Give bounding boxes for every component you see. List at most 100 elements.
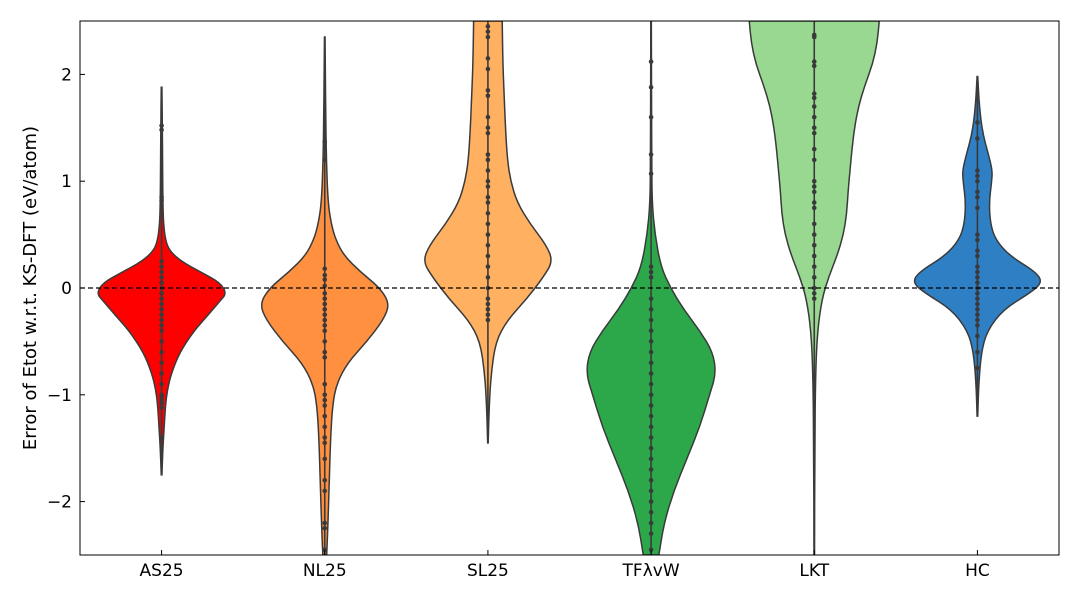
data-point <box>159 291 164 296</box>
data-point <box>322 301 328 307</box>
data-point <box>648 424 654 430</box>
data-point <box>322 424 328 430</box>
data-point <box>975 307 980 312</box>
data-point <box>975 136 980 141</box>
y-axis-label: Error of Etot w.r.t. KS-DFT (eV/atom) <box>20 126 41 450</box>
data-point <box>648 275 654 280</box>
x-tick-label: HC <box>965 561 990 581</box>
data-point <box>485 275 491 280</box>
data-point <box>485 34 491 40</box>
data-point <box>975 280 980 285</box>
data-point <box>648 264 654 269</box>
data-point <box>648 296 654 301</box>
data-point <box>485 152 491 157</box>
data-point <box>975 232 980 237</box>
data-point <box>485 253 491 259</box>
data-point <box>975 323 980 328</box>
data-point <box>485 317 491 323</box>
data-point <box>975 178 980 184</box>
data-point <box>648 467 654 472</box>
data-point <box>811 125 817 131</box>
y-axis-ticks: 2 1 0 −1 −2 <box>47 65 85 513</box>
data-point <box>322 392 328 398</box>
data-point <box>811 264 817 269</box>
data-point <box>322 440 328 446</box>
y-tick-label: −2 <box>47 493 72 513</box>
data-point <box>159 339 164 344</box>
data-point <box>159 269 164 275</box>
data-point <box>322 328 328 334</box>
data-point <box>159 435 164 440</box>
data-point <box>648 114 654 120</box>
data-point <box>648 339 654 344</box>
data-point <box>811 189 817 195</box>
data-point <box>322 296 328 301</box>
data-point <box>322 266 328 272</box>
data-point <box>648 445 654 451</box>
data-point <box>975 120 980 125</box>
data-point <box>648 171 654 177</box>
data-point <box>322 381 328 387</box>
data-point <box>975 253 980 259</box>
data-point <box>485 194 491 200</box>
data-point <box>159 397 164 403</box>
data-point <box>485 285 491 291</box>
data-point <box>811 205 817 211</box>
data-point <box>811 91 817 96</box>
data-point <box>811 253 817 259</box>
data-point <box>485 232 491 237</box>
data-point <box>811 104 817 109</box>
data-point <box>322 355 328 360</box>
data-point <box>322 307 328 312</box>
data-point <box>485 93 491 99</box>
data-point <box>648 477 654 483</box>
x-axis-ticks: AS25 NL25 SL25 TFλvW LKT HC <box>140 550 990 581</box>
data-point <box>811 184 817 189</box>
data-point <box>648 499 654 504</box>
data-point <box>322 283 328 289</box>
x-tick-label: LKT <box>799 561 829 581</box>
data-point <box>159 259 164 264</box>
data-point <box>975 291 980 296</box>
data-point <box>485 264 491 269</box>
data-point <box>811 95 817 101</box>
data-point <box>648 59 654 64</box>
data-point <box>322 477 328 483</box>
data-point <box>322 339 328 344</box>
data-point <box>648 435 654 440</box>
data-point <box>159 264 164 269</box>
data-point <box>811 34 817 40</box>
data-point <box>485 221 491 227</box>
data-point <box>975 173 980 179</box>
data-point <box>485 242 491 248</box>
data-point <box>485 307 491 312</box>
data-point <box>322 291 328 296</box>
x-tick-label: TFλvW <box>622 561 680 581</box>
data-point <box>811 232 817 237</box>
data-point <box>811 275 817 280</box>
data-point <box>322 272 328 278</box>
data-point <box>811 221 817 227</box>
data-point <box>811 200 817 205</box>
data-point <box>975 301 980 307</box>
data-point <box>159 381 164 387</box>
data-point <box>975 205 980 211</box>
data-point <box>648 413 654 419</box>
data-point <box>159 127 164 133</box>
data-point <box>485 296 491 301</box>
data-point <box>159 296 164 301</box>
data-point <box>322 435 328 440</box>
data-point <box>811 242 817 248</box>
data-point <box>975 237 980 243</box>
y-tick-label: 0 <box>61 279 72 299</box>
data-point <box>322 456 328 462</box>
data-point <box>159 198 164 203</box>
data-point <box>975 333 980 339</box>
data-point <box>322 488 328 494</box>
data-point <box>648 381 654 387</box>
data-point <box>648 349 654 355</box>
data-point <box>159 394 164 400</box>
data-point <box>648 307 654 312</box>
data-point <box>322 277 328 282</box>
data-point <box>159 405 164 410</box>
